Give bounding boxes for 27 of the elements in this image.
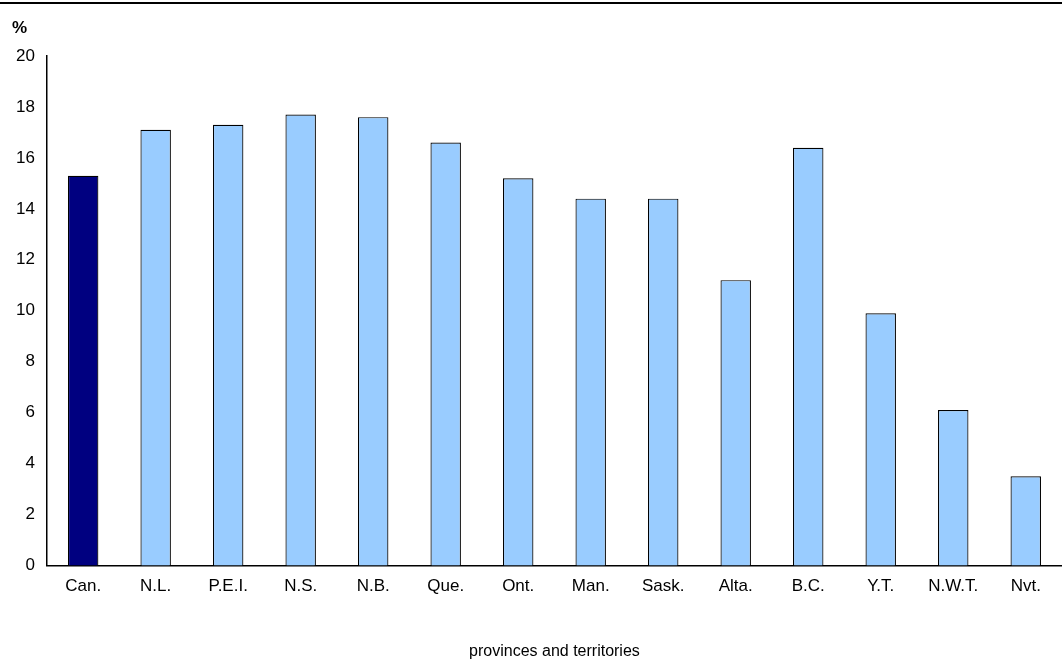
y-tick-label: 4 bbox=[25, 453, 35, 473]
y-tick-label: 14 bbox=[15, 198, 35, 218]
y-axis-title: % bbox=[12, 17, 28, 37]
x-tick-label: Sask. bbox=[641, 576, 685, 596]
x-tick-label: Y.T. bbox=[867, 576, 895, 596]
y-tick-label: 2 bbox=[25, 504, 35, 524]
y-tick-label: 0 bbox=[25, 555, 35, 575]
x-tick-label: P.E.I. bbox=[208, 576, 248, 596]
x-tick-label: N.W.T. bbox=[928, 576, 979, 596]
x-tick-label: B.C. bbox=[791, 576, 825, 596]
x-tick-label: N.L. bbox=[140, 576, 172, 596]
x-tick-label: Man. bbox=[571, 576, 610, 596]
y-tick-label: 8 bbox=[25, 351, 35, 371]
x-axis-title: provinces and territories bbox=[469, 641, 640, 659]
y-tick-label: 6 bbox=[25, 402, 35, 422]
x-tick-label: Ont. bbox=[502, 576, 535, 596]
x-tick-label: Alta. bbox=[718, 576, 753, 596]
x-tick-label: Que. bbox=[427, 576, 465, 596]
y-tick-label: 18 bbox=[15, 96, 35, 116]
x-tick-label: Nvt. bbox=[1010, 576, 1041, 596]
y-tick-label: 12 bbox=[15, 249, 35, 269]
x-tick-label: N.S. bbox=[284, 576, 318, 596]
x-tick-label: N.B. bbox=[356, 576, 390, 596]
x-tick-label: Can. bbox=[65, 576, 102, 596]
y-tick-label: 16 bbox=[15, 147, 35, 167]
y-tick-label: 20 bbox=[15, 45, 35, 65]
y-tick-label: 10 bbox=[15, 300, 35, 320]
